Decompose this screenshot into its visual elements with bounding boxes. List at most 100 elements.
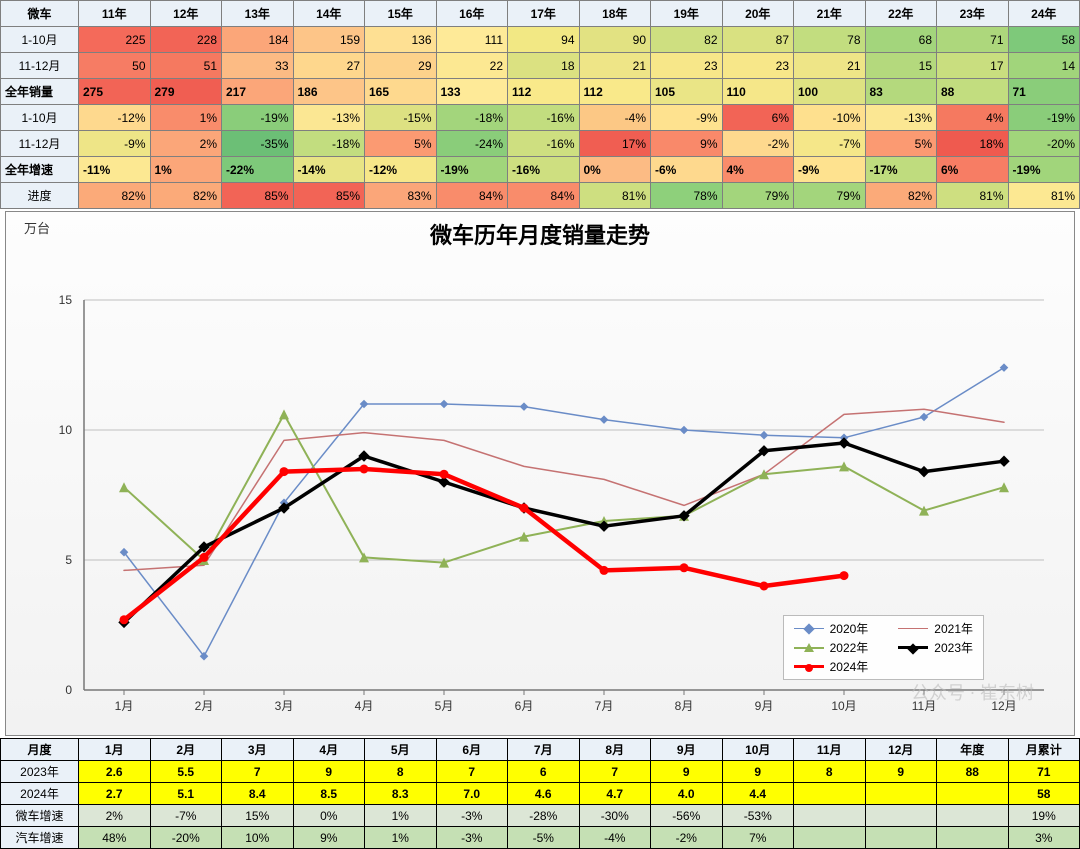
bt-cell: 8.4: [222, 783, 294, 805]
heatmap-cell: 217: [222, 79, 294, 105]
row-label: 全年销量: [1, 79, 79, 105]
heatmap-cell: -19%: [222, 105, 294, 131]
year-header: 21年: [794, 1, 866, 27]
heatmap-cell: 88: [937, 79, 1009, 105]
bt-cell: [937, 805, 1009, 827]
heatmap-cell: 58: [1008, 27, 1080, 53]
row-label: 全年增速: [1, 157, 79, 183]
year-header: 16年: [436, 1, 508, 27]
bt-header: 月累计: [1008, 739, 1080, 761]
series-marker: [360, 465, 369, 474]
heatmap-cell: 279: [150, 79, 222, 105]
bt-cell: 7: [436, 761, 508, 783]
heatmap-cell: 21: [579, 53, 651, 79]
bt-cell: -3%: [436, 827, 508, 849]
x-tick-label: 10月: [831, 699, 856, 713]
series-marker: [1000, 363, 1009, 372]
row-label: 1-10月: [1, 105, 79, 131]
bt-cell: 9: [722, 761, 794, 783]
heatmap-cell: 78%: [651, 183, 723, 209]
legend-label: 2020年: [830, 620, 869, 637]
heatmap-cell: -13%: [293, 105, 365, 131]
bt-cell: -56%: [651, 805, 723, 827]
heatmap-cell: -16%: [508, 157, 580, 183]
bt-cell: 7: [579, 761, 651, 783]
bt-cell: 58: [1008, 783, 1080, 805]
heatmap-cell: -18%: [293, 131, 365, 157]
bt-header: 9月: [651, 739, 723, 761]
heatmap-cell: 112: [508, 79, 580, 105]
series-line-2021年: [124, 409, 1004, 570]
series-line-2023年: [124, 443, 1004, 622]
bt-cell: 8: [365, 761, 437, 783]
bt-cell: 10%: [222, 827, 294, 849]
chart-title: 微车历年月度销量走势: [14, 218, 1066, 250]
bt-header: 7月: [508, 739, 580, 761]
bt-row-label: 微车增速: [1, 805, 79, 827]
bt-cell: 15%: [222, 805, 294, 827]
heatmap-cell: 23: [651, 53, 723, 79]
year-header: 23年: [937, 1, 1009, 27]
bt-cell: [865, 783, 937, 805]
bt-header: 4月: [293, 739, 365, 761]
x-tick-label: 9月: [755, 699, 774, 713]
heatmap-cell: 21: [794, 53, 866, 79]
x-tick-label: 8月: [675, 699, 694, 713]
chart-ylabel: 万台: [24, 218, 50, 237]
legend-item: 2023年: [898, 639, 973, 656]
series-marker: [520, 504, 529, 513]
series-marker: [280, 467, 289, 476]
heatmap-cell: -4%: [579, 105, 651, 131]
heatmap-cell: -7%: [794, 131, 866, 157]
bt-cell: 1%: [365, 827, 437, 849]
heatmap-cell: 9%: [651, 131, 723, 157]
bt-cell: 19%: [1008, 805, 1080, 827]
heatmap-cell: 15: [865, 53, 937, 79]
heatmap-cell: 228: [150, 27, 222, 53]
series-marker: [680, 563, 689, 572]
heatmap-cell: 84%: [436, 183, 508, 209]
legend-item: 2021年: [898, 620, 973, 637]
heatmap-cell: 5%: [865, 131, 937, 157]
heatmap-cell: 6%: [722, 105, 794, 131]
bt-cell: 9: [293, 761, 365, 783]
year-header: 11年: [79, 1, 151, 27]
heatmap-cell: -16%: [508, 131, 580, 157]
year-header: 17年: [508, 1, 580, 27]
heatmap-cell: -14%: [293, 157, 365, 183]
bt-cell: 1%: [365, 805, 437, 827]
heatmap-cell: 33: [222, 53, 294, 79]
heatmap-cell: -35%: [222, 131, 294, 157]
heatmap-cell: 112: [579, 79, 651, 105]
heatmap-cell: 17: [937, 53, 1009, 79]
series-marker: [998, 455, 1009, 466]
heatmap-cell: -19%: [1008, 105, 1080, 131]
bt-cell: -53%: [722, 805, 794, 827]
heatmap-cell: 159: [293, 27, 365, 53]
bt-header: 3月: [222, 739, 294, 761]
row-label: 1-10月: [1, 27, 79, 53]
heatmap-cell: -12%: [365, 157, 437, 183]
heatmap-cell: -17%: [865, 157, 937, 183]
heatmap-cell: 81%: [937, 183, 1009, 209]
heatmap-cell: -9%: [79, 131, 151, 157]
x-tick-label: 2月: [195, 699, 214, 713]
x-tick-label: 3月: [275, 699, 294, 713]
series-marker: [200, 553, 209, 562]
series-marker: [120, 615, 129, 624]
heatmap-cell: -9%: [794, 157, 866, 183]
bt-cell: [937, 827, 1009, 849]
legend-label: 2021年: [934, 620, 973, 637]
heatmap-cell: 111: [436, 27, 508, 53]
series-marker: [920, 413, 929, 422]
bt-cell: -30%: [579, 805, 651, 827]
heatmap-cell: -19%: [436, 157, 508, 183]
bt-cell: -5%: [508, 827, 580, 849]
bt-cell: [794, 805, 866, 827]
row-label: 11-12月: [1, 131, 79, 157]
heatmap-cell: 0%: [579, 157, 651, 183]
heatmap-cell: 105: [651, 79, 723, 105]
year-header: 15年: [365, 1, 437, 27]
bt-cell: [865, 827, 937, 849]
bt-cell: 48%: [79, 827, 151, 849]
